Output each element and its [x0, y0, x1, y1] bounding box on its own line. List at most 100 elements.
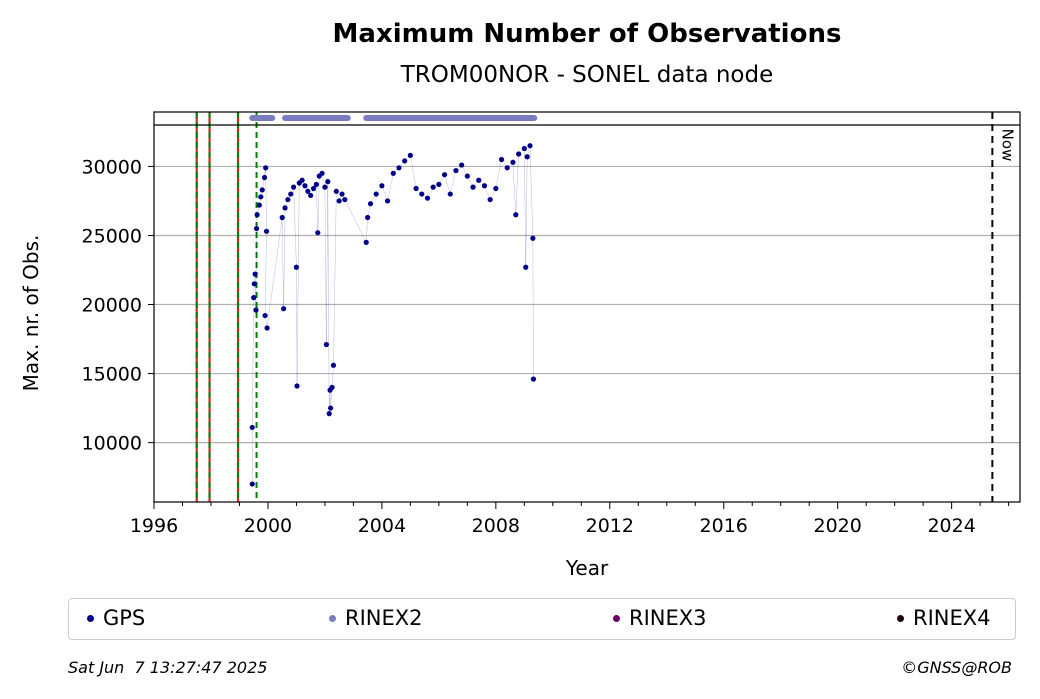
gps-point [305, 188, 311, 194]
gps-series-line [281, 217, 284, 309]
gps-point [498, 156, 505, 163]
gps-point [402, 158, 408, 164]
gps-series-line [366, 217, 368, 243]
gps-series-line [512, 162, 516, 215]
gps-series-line [532, 238, 534, 380]
gps-series-line [387, 173, 394, 201]
gps-point [470, 184, 476, 190]
chart-title: Maximum Number of Observations [333, 19, 842, 49]
gps-point [510, 159, 516, 165]
gps-point [342, 196, 348, 203]
gps-point [253, 225, 260, 232]
gps-marker-icon [87, 614, 94, 622]
now-label: Now [998, 129, 1016, 162]
gps-point [251, 281, 257, 287]
x-tick-label: 2000 [244, 515, 292, 537]
gps-point [325, 179, 331, 185]
rinex3-marker-icon [613, 614, 620, 622]
gps-point [504, 165, 510, 171]
y-axis-label: Max. nr. of Obs. [19, 235, 43, 392]
gps-point [251, 295, 257, 301]
gps-point [524, 154, 530, 160]
gps-point [254, 212, 260, 218]
gps-point [302, 183, 308, 189]
gps-point [396, 165, 402, 171]
gps-series-line [525, 156, 528, 268]
x-tick-label: 2008 [472, 515, 520, 537]
gps-point [285, 196, 291, 203]
gps-series-line [266, 217, 283, 329]
gps-point [319, 170, 325, 176]
gps-point [521, 145, 527, 152]
legend-label-rinex2: RINEX2 [345, 606, 423, 630]
gps-point [330, 362, 337, 368]
legend-item-rinex3: RINEX3 [613, 606, 707, 630]
x-axis-label: Year [565, 556, 609, 580]
gps-point [281, 306, 287, 312]
gps-series-line [515, 153, 519, 215]
gps-series-line [381, 185, 388, 202]
chart-subtitle: TROM00NOR - SONEL data node [400, 62, 774, 88]
gps-series-line [255, 228, 257, 311]
gps-point [453, 167, 459, 174]
legend-label-rinex3: RINEX3 [629, 606, 707, 630]
x-tick-label: 1996 [130, 515, 178, 537]
gps-series-line [296, 182, 300, 387]
gps-series-line [327, 181, 330, 414]
gps-point [322, 184, 328, 190]
gps-point [333, 188, 339, 194]
gps-point [323, 341, 329, 348]
gps-point [258, 194, 264, 200]
gps-series-line [495, 159, 502, 189]
gps-point [308, 192, 314, 199]
gps-point [436, 181, 442, 187]
plot-area: 10000 15000 20000 25000 30000 1996 2000 2004 200… [82, 111, 1021, 537]
gps-point [293, 264, 300, 270]
gps-point [481, 183, 488, 189]
gps-point [379, 183, 385, 189]
gps-series-line [252, 297, 254, 428]
gps-point [487, 196, 493, 203]
gps-point [315, 230, 321, 236]
gps-point [282, 205, 288, 211]
gps-series-line [293, 187, 297, 268]
gps-series-line [344, 199, 367, 243]
gps-point [413, 185, 419, 192]
gps-series-line [264, 231, 267, 316]
gps-point [339, 191, 345, 197]
gps-point [263, 165, 269, 171]
gps-point [363, 239, 369, 245]
rinex2-marker-icon [329, 614, 336, 622]
gps-series-line [410, 155, 417, 189]
y-tick-label: 30000 [82, 156, 142, 178]
plot-frame [153, 111, 1021, 503]
gps-point [328, 405, 334, 411]
gps-series-line [254, 274, 257, 311]
legend-label-gps: GPS [103, 606, 146, 630]
gps-series-line [283, 207, 286, 309]
gps-series-line [331, 365, 334, 388]
legend-item-rinex4: RINEX4 [897, 606, 991, 630]
gps-series-line [329, 390, 331, 409]
legend-item-gps: GPS [87, 606, 145, 630]
gps-point [288, 191, 294, 197]
rinex4-marker-icon [897, 614, 904, 622]
legend-label-rinex4: RINEX4 [913, 606, 991, 630]
gps-point [263, 228, 270, 234]
legend-item-rinex2: RINEX2 [329, 606, 423, 630]
footer-timestamp: Sat Jun 7 13:27:47 2025 [68, 658, 268, 677]
gps-point [326, 411, 332, 417]
gps-point [264, 325, 270, 331]
gps-point [516, 151, 522, 157]
gps-point [262, 312, 268, 319]
x-tick-label: 2012 [586, 515, 634, 537]
y-tick-label: 25000 [82, 225, 142, 247]
gps-point [527, 143, 533, 149]
gps-point [299, 177, 305, 183]
gps-point [249, 424, 255, 431]
gps-point [313, 181, 319, 187]
gps-point [249, 481, 255, 487]
gps-series-line [444, 174, 451, 195]
gps-point [513, 212, 519, 218]
gps-point [290, 184, 297, 190]
